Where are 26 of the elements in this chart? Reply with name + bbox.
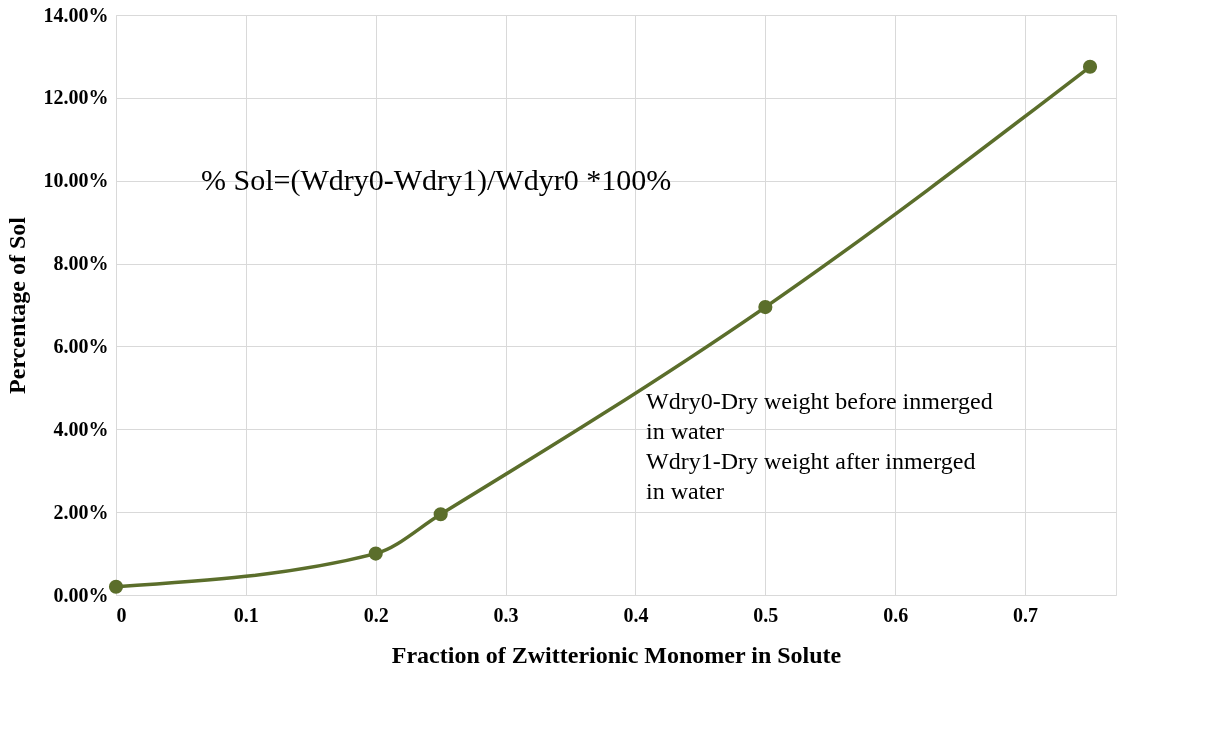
annotation: Wdry1-Dry weight after inmerged in water xyxy=(646,448,976,504)
y-tick-label: 2.00% xyxy=(53,500,109,523)
y-tick-label: 14.00% xyxy=(43,3,109,26)
x-axis-title: Fraction of Zwitterionic Monomer in Solute xyxy=(391,641,842,668)
x-tick-label: 0.5 xyxy=(753,603,779,626)
point xyxy=(368,546,383,561)
x-tick-label: 0.4 xyxy=(623,603,649,626)
point xyxy=(758,300,773,315)
y-tick-label: 4.00% xyxy=(53,417,109,440)
x-tick-label: 0.2 xyxy=(363,603,389,626)
point xyxy=(1082,59,1098,74)
y-tick-label: 12.00% xyxy=(43,86,109,109)
y-axis-title: Percentage of Sol xyxy=(3,216,30,394)
x-tick-label: 0 xyxy=(116,603,127,626)
x-tick-label: 0.7 xyxy=(1013,603,1039,626)
point xyxy=(108,579,124,594)
annotation: % Sol=(Wdry0-Wdry1)/Wdyr0 *100% xyxy=(201,162,672,197)
y-tick-label: 10.00% xyxy=(43,169,109,192)
point xyxy=(433,507,448,522)
x-tick-label: 0.6 xyxy=(883,603,909,626)
y-tick-label: 8.00% xyxy=(53,252,109,275)
x-tick-label: 0.1 xyxy=(233,603,259,626)
y-tick-label: 6.00% xyxy=(53,334,109,357)
x-tick-label: 0.3 xyxy=(493,603,519,626)
annotation: Wdry0-Dry weight before inmerged in water xyxy=(646,388,993,444)
y-tick-label: 0.00% xyxy=(53,583,109,606)
